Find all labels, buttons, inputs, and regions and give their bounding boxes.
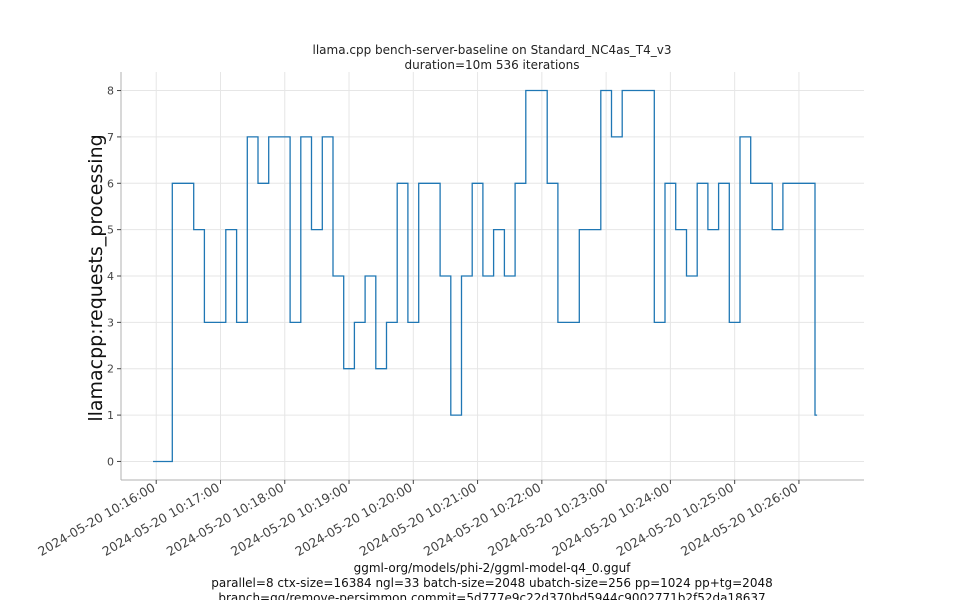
- x-tick-label: 2024-05-20 10:20:00: [292, 480, 415, 559]
- y-tick-label: 2: [107, 363, 114, 376]
- x-tick-label: 2024-05-20 10:24:00: [549, 480, 672, 559]
- y-tick-label: 3: [107, 316, 114, 329]
- x-tick-label: 2024-05-20 10:22:00: [421, 480, 544, 559]
- x-tick-label: 2024-05-20 10:16:00: [35, 480, 158, 559]
- footer-params: parallel=8 ctx-size=16384 ngl=33 batch-s…: [211, 576, 772, 590]
- x-tick-label: 2024-05-20 10:19:00: [228, 480, 351, 559]
- y-tick-label: 6: [107, 177, 114, 190]
- y-tick-label: 1: [107, 409, 114, 422]
- x-tick-label: 2024-05-20 10:21:00: [357, 480, 480, 559]
- footer-branch: branch=gg/remove-persimmon commit=5d777e…: [218, 591, 765, 600]
- footer-model: ggml-org/models/phi-2/ggml-model-q4_0.gg…: [354, 561, 632, 575]
- y-tick-label: 5: [107, 224, 114, 237]
- x-tick-label: 2024-05-20 10:17:00: [100, 480, 223, 559]
- x-tick-label: 2024-05-20 10:18:00: [164, 480, 287, 559]
- x-tick-label: 2024-05-20 10:25:00: [614, 480, 737, 559]
- series: [153, 89, 818, 463]
- y-ticks: 0 1 2 3 4 5 6 7 8: [107, 85, 121, 468]
- y-tick-label: 7: [107, 131, 114, 144]
- x-tick-label: 2024-05-20 10:23:00: [485, 480, 608, 559]
- y-axis-label: llamacpp:requests_processing: [85, 134, 107, 421]
- y-tick-label: 4: [107, 270, 114, 283]
- x-tick-label: 2024-05-20 10:26:00: [678, 480, 801, 559]
- y-tick-label: 8: [107, 85, 114, 98]
- chart-title: llama.cpp bench-server-baseline on Stand…: [313, 43, 672, 57]
- series-line-requests-processing: [153, 89, 818, 463]
- chart-subtitle: duration=10m 536 iterations: [405, 58, 580, 72]
- y-tick-label: 0: [107, 455, 114, 468]
